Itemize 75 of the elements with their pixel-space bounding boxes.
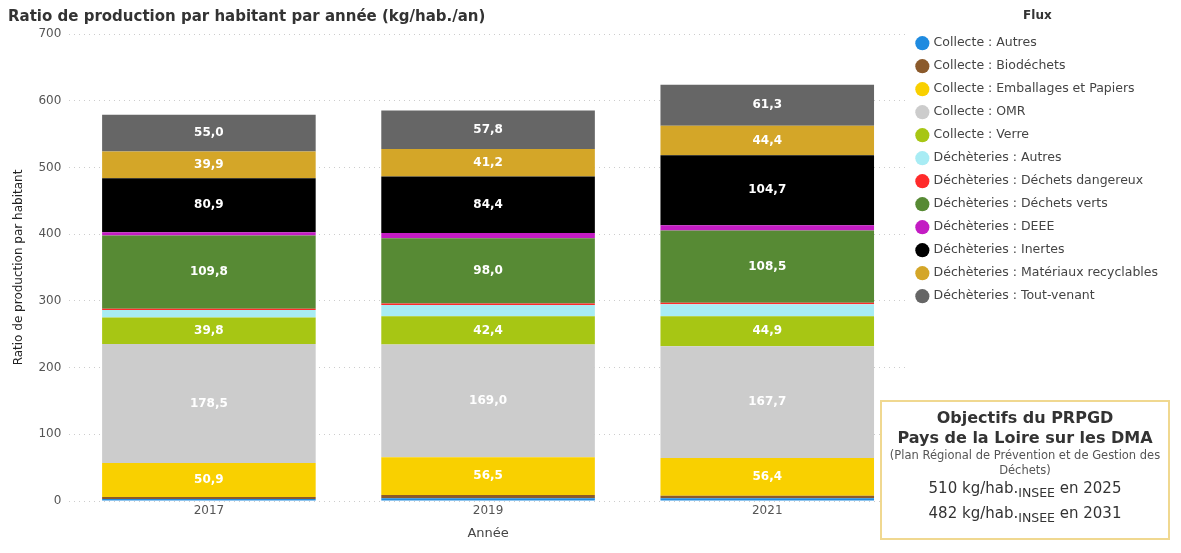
- text: Objectifs du PRPGD: [935, 408, 1115, 428]
- legend-label: Déchèteries : Tout-venant: [933, 287, 1095, 303]
- data-label: 104,7: [748, 182, 787, 197]
- legend-label: Déchèteries : DEEE: [933, 218, 1055, 234]
- x-tick-label: 2017: [193, 503, 225, 518]
- y-tick-label: 400: [38, 226, 62, 241]
- annotation: Pays de la Loire sur les DMA: [896, 428, 1154, 448]
- data-label: 61,3: [752, 97, 783, 112]
- legend-label: Déchèteries : Déchets dangereux: [933, 172, 1144, 188]
- legend-label: Collecte : Biodéchets: [933, 57, 1066, 73]
- bar: [660, 230, 875, 303]
- data-label: 56,4: [752, 468, 783, 483]
- data-label: 42,4: [473, 322, 503, 337]
- y-tick-label: 500: [38, 159, 62, 174]
- data-label: 41,2: [473, 154, 503, 169]
- bar: [381, 304, 595, 317]
- data-label: 84,4: [473, 196, 503, 211]
- data-label: 109,8: [189, 264, 228, 279]
- bar: [102, 232, 316, 236]
- data-label: 55,0: [194, 125, 224, 140]
- bar: [102, 151, 316, 179]
- x-tick-label: 2021: [751, 503, 783, 518]
- legend-label: Collecte : Verre: [933, 126, 1030, 142]
- legend-label: Déchèteries : Inertes: [933, 241, 1065, 257]
- y-tick-label: 700: [38, 26, 62, 41]
- bar: [381, 238, 595, 304]
- data-label: 80,9: [194, 197, 224, 212]
- bar: [102, 178, 316, 233]
- bar: [102, 343, 316, 464]
- legend-label: Déchèteries : Déchets verts: [933, 195, 1108, 211]
- legend-label: Collecte : OMR: [933, 103, 1026, 119]
- data-label: 56,5: [473, 468, 503, 483]
- bar: [102, 235, 316, 309]
- bar: [660, 304, 875, 317]
- text: 510 kg/hab.$_{INSEE}$ en 2025: [927, 478, 1123, 502]
- data-label: 44,9: [752, 323, 783, 338]
- bar: [660, 155, 875, 226]
- data-label: 39,9: [194, 156, 224, 171]
- y-tick-label: 300: [38, 292, 62, 307]
- y-tick-label: 0: [53, 493, 62, 508]
- legend-label: Collecte : Autres: [933, 34, 1037, 50]
- bar: [102, 317, 316, 344]
- legend-label: Déchèteries : Matériaux recyclables: [933, 264, 1159, 280]
- legend-title: Flux: [1023, 8, 1052, 23]
- y-tick-label: 200: [38, 359, 62, 374]
- legend-label: Collecte : Emballages et Papiers: [933, 80, 1135, 96]
- y-axis-title: Ratio de production par habitant: [11, 169, 26, 366]
- x-axis-title: Année: [467, 524, 509, 540]
- bar: [102, 463, 316, 497]
- annotation: (Plan Régional de Prévention et de Gestion des Déchets): [888, 448, 1162, 478]
- chart-title: Ratio de production par habitant par année (kg/hab./an): [8, 6, 486, 25]
- data-label: 108,5: [748, 258, 787, 273]
- bar: [660, 125, 875, 156]
- data-label: 57,8: [473, 121, 503, 136]
- data-label: 44,4: [752, 132, 783, 147]
- bar: [660, 225, 875, 231]
- legend-label: Déchèteries : Autres: [933, 149, 1062, 165]
- bar: [381, 457, 595, 495]
- bar: [102, 114, 316, 152]
- y-tick-label: 100: [38, 426, 62, 441]
- data-label: 39,8: [194, 322, 224, 337]
- data-label: 50,9: [194, 472, 224, 487]
- x-tick-label: 2019: [472, 503, 504, 518]
- bar: [102, 310, 316, 318]
- bar: [381, 316, 595, 345]
- text: 482 kg/hab.$_{INSEE}$ en 2031: [927, 503, 1123, 527]
- bar: [660, 458, 875, 496]
- bar: [381, 232, 595, 239]
- bar: [660, 316, 875, 347]
- y-tick-label: 600: [38, 92, 62, 107]
- bar: [381, 176, 595, 233]
- bar: [381, 110, 595, 150]
- data-label: 98,0: [473, 263, 503, 278]
- bar: [381, 149, 595, 177]
- bar: [660, 84, 875, 126]
